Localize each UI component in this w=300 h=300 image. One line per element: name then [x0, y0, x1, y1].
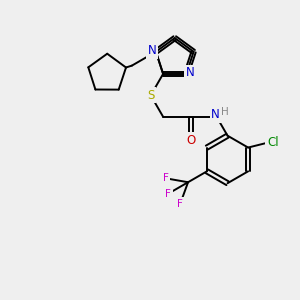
Text: N: N — [186, 66, 195, 80]
Text: F: F — [165, 189, 171, 199]
Text: F: F — [177, 199, 183, 208]
Text: S: S — [147, 89, 154, 102]
Text: H: H — [221, 107, 228, 117]
Text: N: N — [211, 108, 220, 121]
Text: N: N — [148, 44, 156, 57]
Text: O: O — [186, 134, 196, 147]
Text: F: F — [163, 173, 169, 183]
Text: Cl: Cl — [267, 136, 279, 149]
